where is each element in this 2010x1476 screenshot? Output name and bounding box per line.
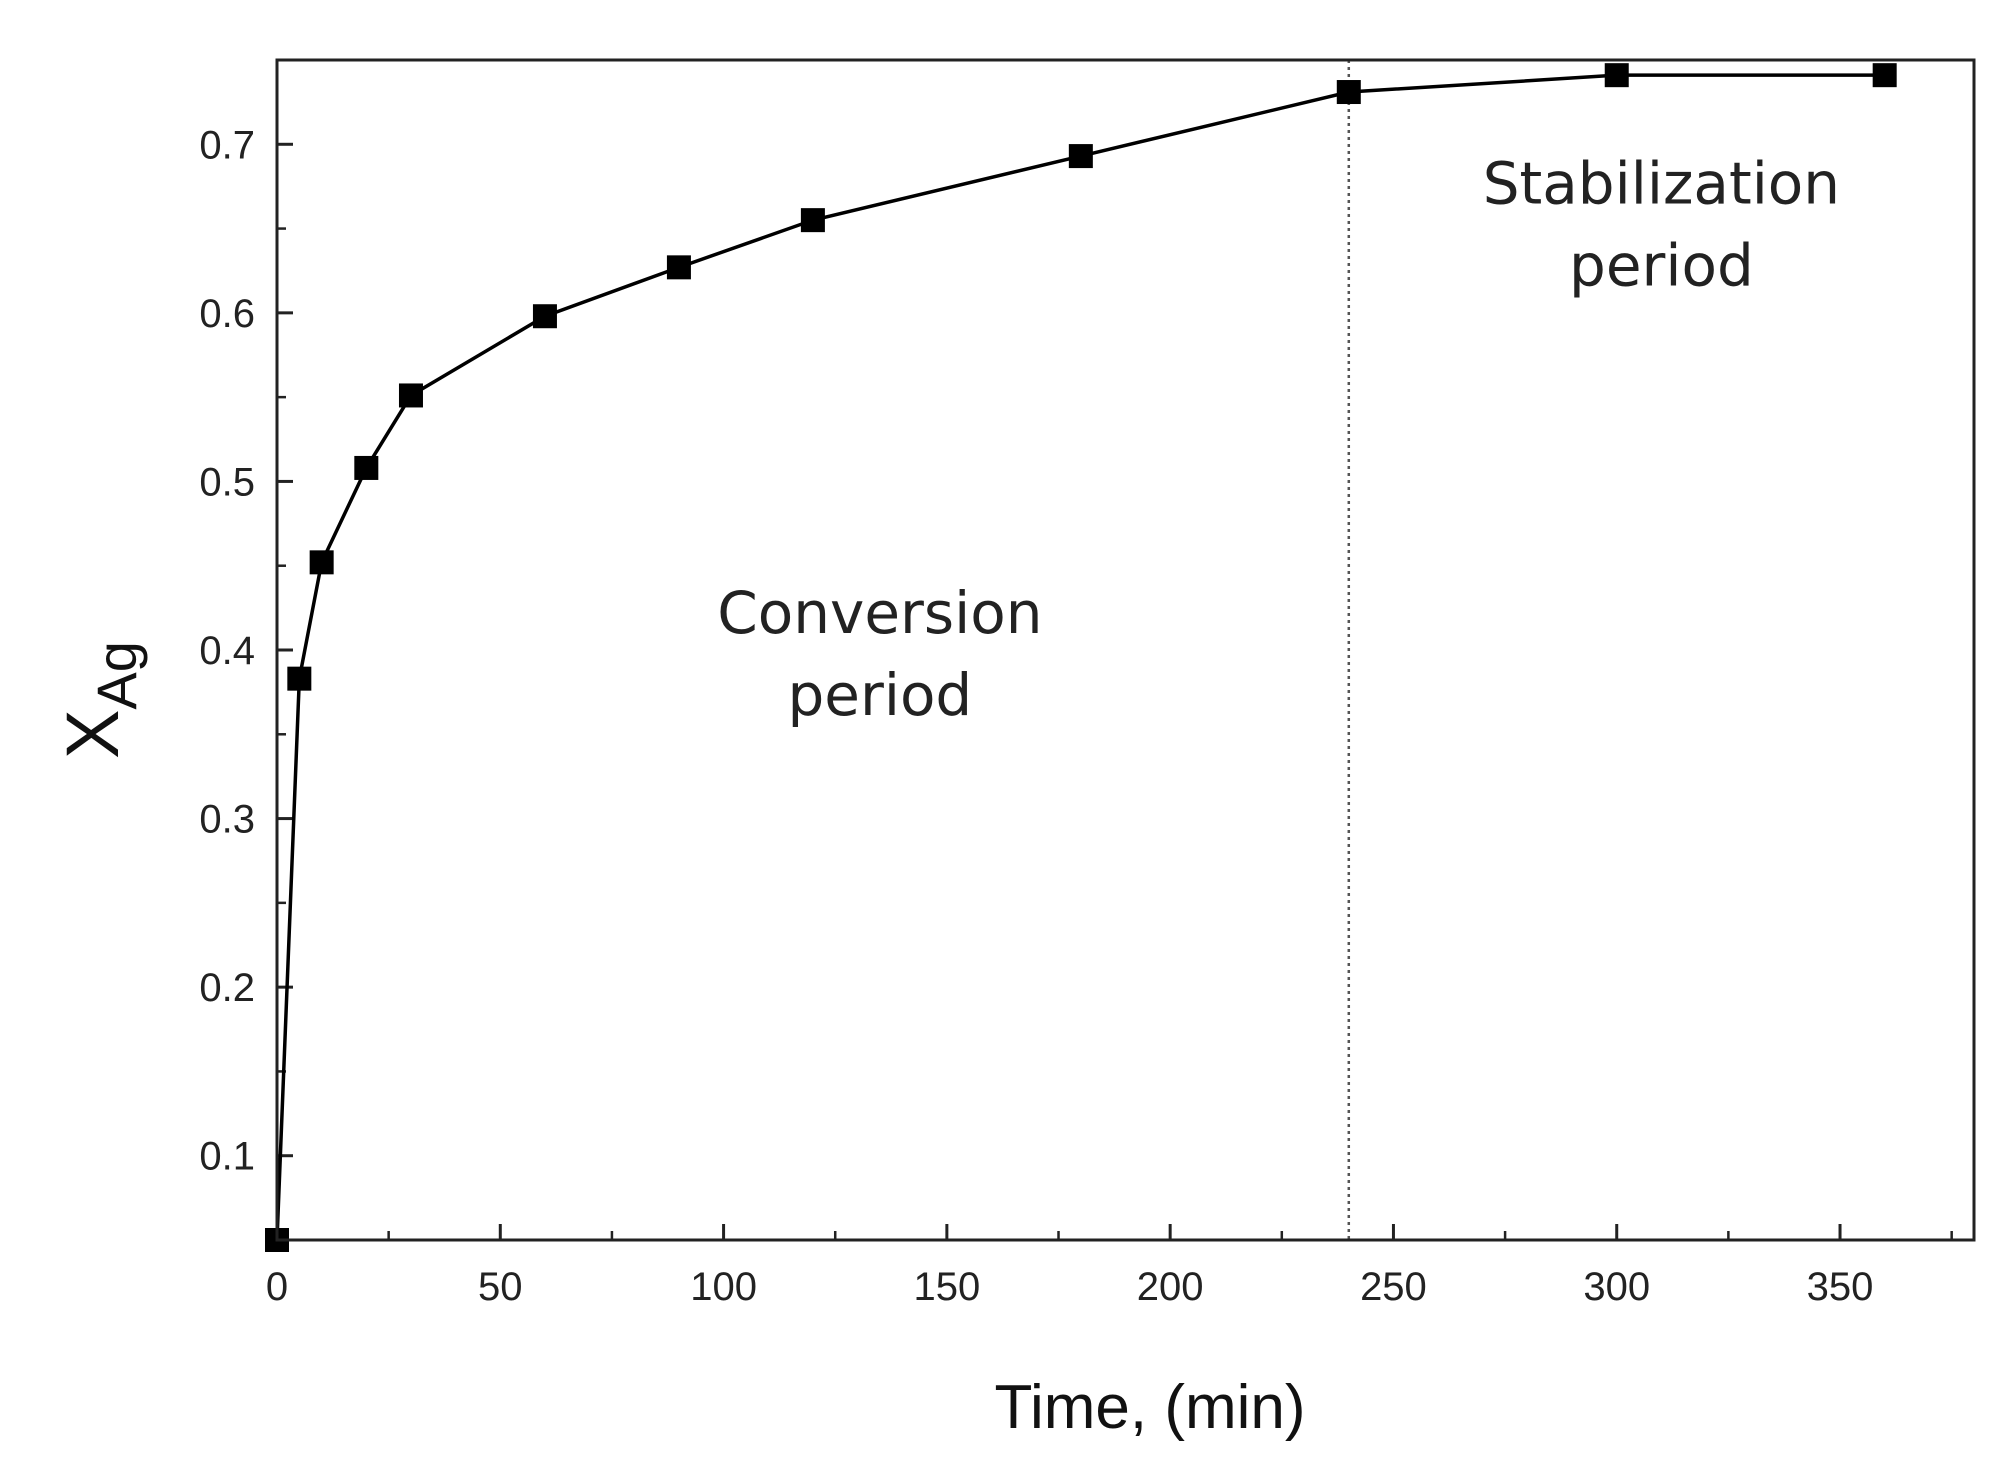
- period-annotation: Stabilization period: [1483, 149, 1840, 299]
- period-annotation-line: period: [1569, 231, 1754, 299]
- data-point-marker: [666, 255, 691, 280]
- y-tick-label: 0.2: [199, 966, 255, 1010]
- x-tick-label: 200: [1137, 1265, 1204, 1309]
- y-tick-label: 0.3: [199, 798, 255, 842]
- data-point-marker: [287, 666, 312, 691]
- period-annotation-line: period: [787, 661, 972, 729]
- y-axis-title-main: X: [51, 710, 134, 759]
- data-point-marker: [532, 304, 557, 329]
- annotation-layer: Conversion period Stabilization period: [717, 149, 1840, 729]
- x-tick-label: 50: [478, 1265, 523, 1309]
- data-point-marker: [1604, 63, 1629, 88]
- series-line: [275, 73, 1885, 1241]
- y-axis-title: XAg: [51, 641, 148, 759]
- y-tick-label: 0.5: [199, 460, 255, 504]
- y-tick-label: 0.6: [199, 292, 255, 336]
- x-tick-label: 0: [266, 1265, 288, 1309]
- data-point-marker: [398, 383, 423, 408]
- data-point-marker: [354, 455, 379, 480]
- data-point-marker: [309, 550, 334, 575]
- x-tick-label: 350: [1807, 1265, 1874, 1309]
- axes-layer: 0 50 100 150 200 250 300 350 0.1 0.2 0.3 0.4 0.5 0.6 0…: [199, 58, 1953, 1309]
- data-point-marker: [800, 208, 825, 233]
- period-annotation-line: Stabilization: [1483, 149, 1840, 217]
- x-tick-label: 100: [690, 1265, 757, 1309]
- x-axis-title: Time, (min): [994, 1373, 1305, 1442]
- x-tick-label: 150: [913, 1265, 980, 1309]
- data-point-marker: [1336, 80, 1361, 105]
- y-tick-label: 0.4: [199, 629, 255, 673]
- y-axis-title-sub: Ag: [85, 641, 148, 710]
- y-tick-label: 0.1: [199, 1135, 255, 1179]
- data-point-marker: [1872, 63, 1897, 88]
- plot-frame: [275, 58, 1976, 1242]
- y-tick-label: 0.7: [199, 123, 255, 167]
- data-point-marker: [1068, 144, 1093, 169]
- x-tick-label: 250: [1360, 1265, 1427, 1309]
- x-tick-label: 300: [1583, 1265, 1650, 1309]
- period-annotation-line: Conversion: [717, 579, 1042, 647]
- period-annotation: Conversion period: [717, 579, 1042, 729]
